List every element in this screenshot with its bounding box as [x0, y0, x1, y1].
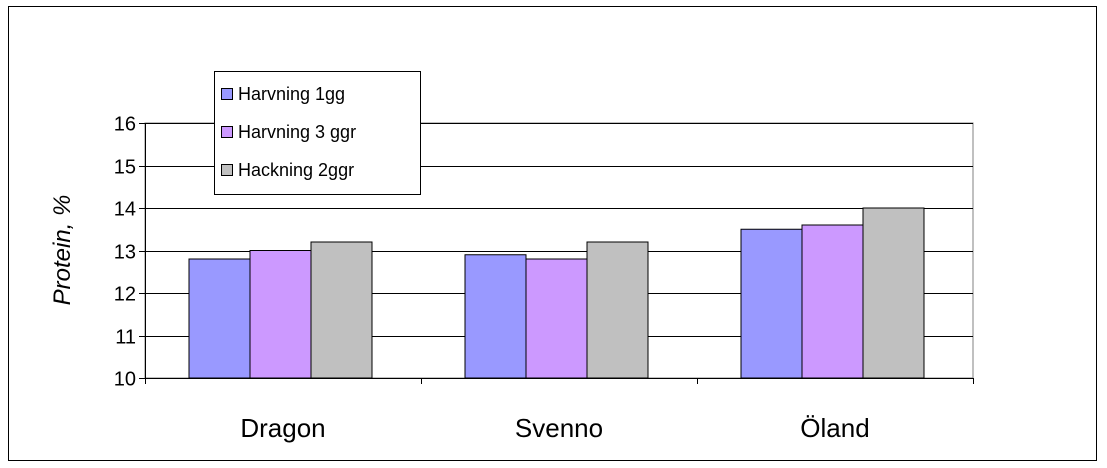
bar: [740, 228, 803, 379]
legend-item-hackning-2ggr: Hackning 2ggr: [221, 152, 354, 188]
legend-label: Hackning 2ggr: [238, 159, 355, 180]
legend-swatch-harvning-1gg: [221, 88, 233, 100]
bar: [188, 258, 251, 379]
y-tick-label: 14: [114, 199, 136, 221]
legend-item-harvning-1gg: Harvning 1gg: [221, 76, 345, 112]
legend-label: Harvning 1gg: [238, 83, 346, 104]
bar: [586, 241, 649, 379]
x-tick-label: Dragon: [240, 413, 325, 443]
y-tick-label: 11: [115, 327, 136, 349]
bar: [249, 250, 312, 379]
legend-swatch-harvning-3-ggr: [221, 126, 233, 138]
bar: [525, 258, 588, 379]
bar: [310, 241, 373, 379]
legend-swatch-hackning-2ggr: [221, 164, 233, 176]
legend-label: Harvning 3 ggr: [238, 121, 357, 142]
bar: [862, 207, 925, 379]
legend-item-harvning-3-ggr: Harvning 3 ggr: [221, 114, 356, 150]
y-tick-label: 10: [114, 369, 136, 391]
legend: Harvning 1gg Harvning 3 ggr Hackning 2gg…: [214, 71, 421, 195]
y-tick-label: 16: [114, 114, 136, 136]
y-tick-label: 13: [114, 242, 136, 264]
y-tick-label: 15: [114, 157, 136, 179]
x-tick-label: Svenno: [515, 413, 603, 443]
y-tick-label: 12: [114, 284, 136, 306]
y-axis-label: Protein, %: [49, 195, 76, 306]
x-tick-label: Öland: [800, 413, 869, 443]
bar: [801, 224, 864, 379]
bar: [464, 254, 527, 379]
